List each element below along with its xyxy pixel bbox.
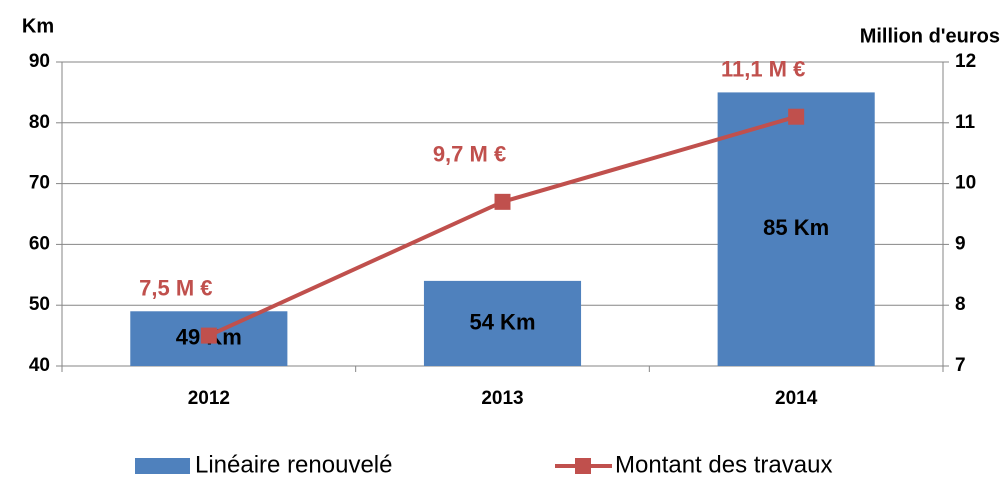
- line-label: 11,1 M €: [721, 57, 805, 82]
- y-tick-label: 90: [29, 51, 50, 72]
- y2-axis-title: Million d'euros: [860, 25, 1000, 47]
- bar-label: 85 Km: [763, 215, 829, 240]
- marker: [788, 108, 805, 125]
- y2-tick-label: 10: [955, 173, 976, 194]
- y-tick-label: 40: [29, 355, 50, 376]
- y2-tick-label: 8: [955, 294, 966, 315]
- line-label: 9,7 M €: [433, 142, 506, 167]
- y2-tick-label: 11: [955, 112, 976, 133]
- marker: [494, 193, 511, 210]
- y-axis-title: Km: [22, 15, 54, 37]
- y2-tick-label: 12: [955, 51, 976, 72]
- bar: [423, 280, 582, 366]
- line-label: 7,5 M €: [139, 275, 212, 300]
- legend-label: Linéaire renouvelé: [195, 451, 392, 478]
- x-tick-label: 2012: [188, 388, 230, 409]
- x-tick-label: 2013: [481, 388, 523, 409]
- y-tick-label: 60: [29, 233, 50, 254]
- legend-swatch-marker: [575, 458, 591, 474]
- legend-label: Montant des travaux: [615, 451, 832, 478]
- x-tick-label: 2014: [775, 388, 818, 409]
- bar-label: 54 Km: [469, 309, 535, 334]
- y2-tick-label: 7: [955, 355, 966, 376]
- legend-swatch: [135, 458, 190, 474]
- marker: [200, 327, 217, 344]
- bar: [717, 92, 875, 367]
- y-tick-label: 70: [29, 173, 50, 194]
- y2-tick-label: 9: [955, 233, 966, 254]
- y-tick-label: 80: [29, 112, 50, 133]
- y-tick-label: 50: [29, 294, 50, 315]
